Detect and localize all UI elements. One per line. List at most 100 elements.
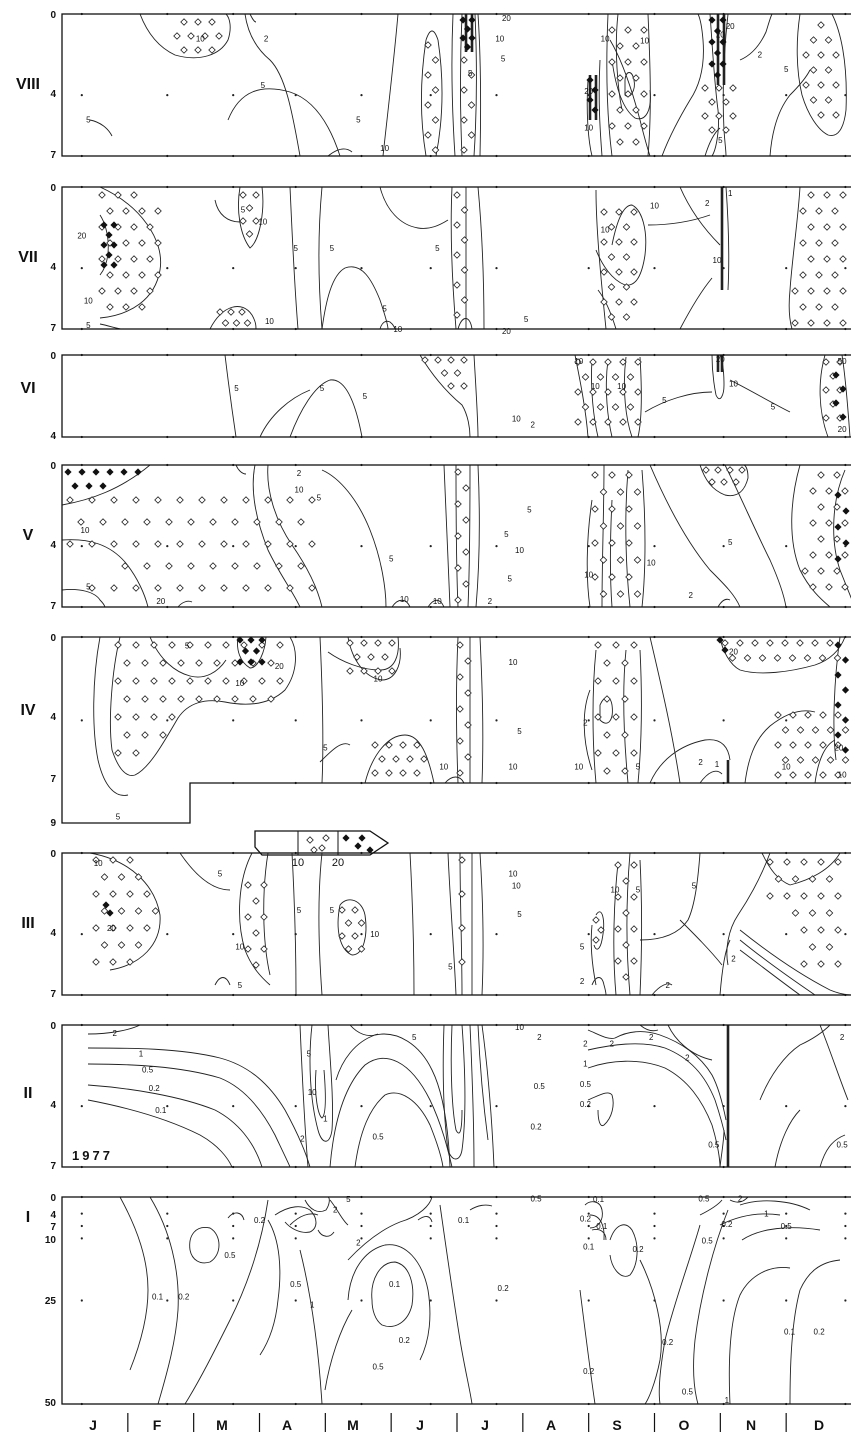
station-dot (844, 1299, 847, 1302)
shade-marker-10 (624, 26, 632, 34)
shade-marker-10 (789, 771, 797, 779)
isoline-10 (625, 469, 631, 607)
station-dot (360, 1299, 363, 1302)
station-dot (785, 1224, 788, 1228)
station-dot (785, 94, 788, 97)
shade-marker-10 (122, 239, 130, 247)
shade-marker-10 (831, 207, 839, 215)
isoline-0.1 (119, 1197, 149, 1371)
station-dot (653, 1299, 656, 1302)
shade-marker-20 (708, 60, 716, 68)
isoline-label: 5 (389, 554, 394, 563)
shade-marker-10 (165, 562, 173, 570)
station-dot (785, 1237, 788, 1240)
shade-marker-10 (831, 303, 839, 311)
shade-marker-10 (130, 191, 138, 199)
isoline-label: 20 (726, 22, 735, 31)
shade-marker-10 (818, 654, 827, 662)
shade-marker-10 (738, 466, 746, 474)
shade-marker-10 (177, 695, 185, 703)
shade-marker-10 (815, 239, 823, 247)
shade-marker-10 (424, 101, 432, 109)
shade-marker-10 (239, 217, 247, 225)
isoline-20 (833, 637, 841, 761)
shade-marker-10 (249, 695, 257, 703)
isoline-label: 0.5 (580, 1080, 592, 1089)
shade-marker-10 (817, 960, 825, 968)
shade-marker-10 (92, 890, 100, 898)
isoline-0.5 (87, 1063, 291, 1167)
shade-marker-10 (774, 875, 783, 883)
shade-marker-10 (826, 756, 835, 764)
isoline-0.2 (227, 1212, 245, 1221)
isoline-label: 5 (412, 1033, 417, 1042)
isoline-5 (99, 323, 123, 329)
isoline-0.1 (728, 1267, 791, 1404)
shade-marker-10 (454, 532, 462, 540)
station-dot (722, 1224, 725, 1228)
isoline-label: 10 (380, 144, 389, 153)
isoline-label: 5 (636, 762, 641, 771)
shade-marker-20 (106, 909, 114, 917)
shade-marker-10 (808, 909, 817, 917)
isoline-label: 5 (784, 65, 789, 74)
shade-marker-10 (150, 677, 158, 685)
shade-marker-10 (447, 382, 455, 390)
shade-marker-10 (141, 731, 149, 739)
isoline-10 (139, 14, 231, 59)
station-dot (722, 1212, 725, 1215)
isoline-label: 5 (320, 384, 325, 393)
isoline-label: 5 (86, 321, 91, 330)
isoline-10 (613, 862, 619, 995)
month-label: N (746, 1417, 756, 1433)
isoline-2 (427, 599, 445, 607)
shade-marker-20 (102, 901, 110, 909)
isoline-label: 10 (515, 546, 524, 555)
isoline-label: 10 (439, 762, 448, 771)
shade-marker-10 (592, 936, 600, 944)
shade-marker-10 (126, 890, 134, 898)
isolines (89, 14, 847, 156)
shade-marker-10 (98, 287, 106, 295)
isoline-10 (391, 599, 411, 607)
depth-tick: 7 (50, 989, 56, 1000)
shade-marker-10 (807, 319, 815, 327)
shade-marker-20 (586, 76, 594, 84)
isoline-10 (239, 853, 271, 986)
shade-marker-10 (589, 358, 597, 366)
shade-marker-10 (440, 369, 449, 377)
station-dot (844, 719, 847, 722)
isoline-label: 10 (495, 34, 504, 43)
shade-marker-10 (833, 654, 842, 662)
panel-frame (61, 186, 851, 330)
isoline-20 (177, 600, 193, 607)
isoline-label: 2 (580, 977, 585, 986)
shade-marker-10 (195, 695, 203, 703)
shade-marker-10 (607, 223, 616, 231)
legend-label-20: 20 (332, 857, 344, 869)
station-dot (722, 1105, 725, 1108)
shade-marker-10 (604, 358, 612, 366)
isoline-5 (149, 637, 227, 678)
depth-tick: 7 (50, 601, 56, 612)
isoline-2 (739, 14, 773, 61)
isoline-10 (611, 59, 651, 120)
shade-marker-10 (141, 695, 149, 703)
shade-marker-10 (809, 551, 817, 559)
shade-marker-10 (209, 518, 217, 526)
shade-marker-10 (297, 562, 305, 570)
shade-marker-10 (633, 590, 642, 598)
shade-marker-10 (176, 496, 184, 504)
shade-marker-10 (612, 677, 620, 685)
shade-marker-10 (110, 540, 118, 548)
isoline-20 (716, 355, 724, 372)
isoline-5 (649, 465, 741, 607)
shade-marker-10 (146, 223, 154, 231)
isoline-5 (214, 199, 241, 223)
month-axis: J F M A M J J A S O N D (89, 1413, 824, 1433)
isoline-label: 10 (838, 771, 847, 780)
station-dot (722, 545, 725, 548)
shade-marker-10 (608, 90, 616, 98)
shade-marker-10 (823, 287, 831, 295)
isoline-10 (421, 39, 427, 156)
